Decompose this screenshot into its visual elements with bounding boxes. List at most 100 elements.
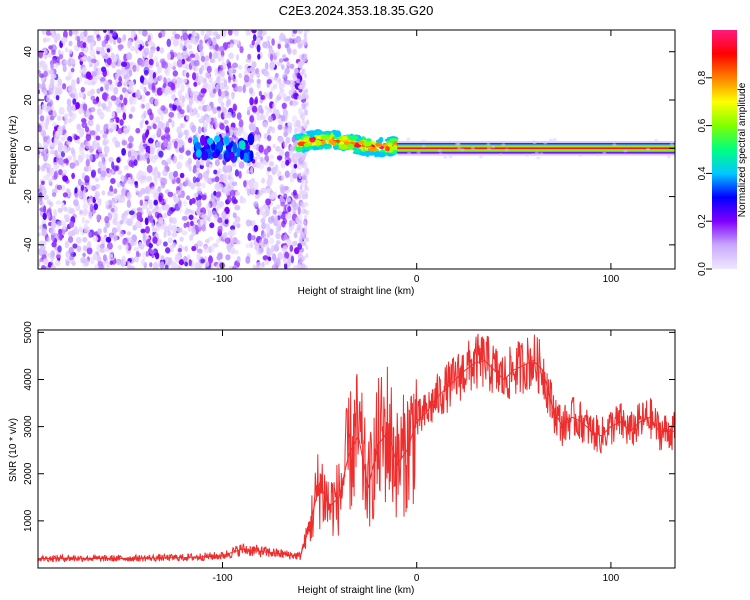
heatmap-cell	[139, 75, 145, 84]
heatmap-cell	[421, 144, 426, 148]
heatmap-cell	[654, 139, 659, 143]
heatmap-cell	[246, 169, 250, 175]
heatmap-cell	[276, 155, 283, 161]
heatmap-cell	[227, 170, 233, 177]
heatmap-cell	[117, 170, 123, 175]
heatmap-cell	[305, 101, 309, 107]
heatmap-cell	[115, 97, 120, 105]
heatmap-cell	[236, 223, 241, 229]
heatmap-cell	[51, 33, 56, 39]
heatmap-cell	[309, 138, 316, 143]
heatmap-cell	[160, 105, 166, 112]
heatmap-cell	[377, 138, 383, 144]
heatmap-cell	[250, 187, 256, 195]
snr-line-chart: -100 0 100 1000 2000 3000 4000 5000 Height of s…	[8, 321, 676, 596]
heatmap-cell	[228, 67, 233, 75]
heatmap-cell	[280, 64, 285, 70]
heatmap-cell	[308, 130, 317, 136]
heatmap-cell	[213, 117, 217, 124]
heatmap-cell	[123, 127, 129, 133]
heatmap-cell	[271, 264, 277, 269]
heatmap-cell	[225, 254, 231, 261]
heatmap-cell	[84, 141, 91, 150]
heatmap-cell	[275, 113, 280, 119]
heatmap-cell	[406, 137, 411, 141]
heatmap-cell	[117, 244, 123, 250]
heatmap-cell	[83, 246, 88, 251]
heatmap-cell	[78, 52, 85, 57]
heatmap-cell	[70, 58, 76, 65]
heatmap-cell	[578, 153, 583, 157]
heatmap-cell	[160, 182, 166, 189]
heatmap-cell	[144, 200, 149, 206]
heatmap-cell	[172, 155, 178, 164]
heatmap-cell	[271, 215, 275, 222]
heatmap-cell	[54, 260, 61, 267]
heatmap-cell	[273, 243, 279, 252]
heatmap-cell	[269, 228, 274, 236]
heatmap-cell	[93, 203, 99, 211]
heatmap-cell	[56, 115, 62, 121]
heatmap-cell	[56, 221, 61, 228]
heatmap-cell	[248, 87, 254, 94]
heatmap-cell	[163, 241, 168, 247]
heatmap-cell	[47, 212, 51, 219]
heatmap-cell	[153, 192, 159, 199]
heatmap-cell	[291, 136, 296, 143]
heatmap-cell	[269, 91, 273, 100]
heatmap-cell	[81, 216, 86, 224]
heatmap-cell	[127, 136, 134, 143]
heatmap-cell	[139, 243, 145, 250]
heatmap-cell	[164, 69, 170, 76]
snr-line-axes: -100 0 100 1000 2000 3000 4000 5000	[23, 321, 676, 584]
heatmap-cell	[253, 201, 259, 208]
heatmap-cell	[134, 40, 141, 49]
heatmap-cell	[168, 216, 173, 224]
heatmap-cell	[119, 94, 124, 101]
heatmap-cell	[283, 257, 288, 265]
heatmap-cell	[249, 150, 254, 162]
heatmap-cell	[201, 150, 209, 161]
heatmap-cell	[153, 261, 159, 269]
heatmap-cell	[292, 202, 299, 211]
heatmap-cell	[232, 212, 237, 219]
heatmap-cell	[150, 134, 157, 140]
heatmap-cell	[289, 145, 296, 152]
heatmap-cell	[207, 83, 212, 92]
heatmap-cell	[41, 30, 47, 35]
heatmap-cell	[136, 214, 143, 221]
heatmap-cell	[289, 244, 294, 252]
heatmap-cell	[192, 107, 197, 116]
heatmap-cell	[39, 183, 43, 192]
heatmap-cell	[81, 118, 87, 124]
heatmap-cell	[285, 211, 292, 220]
heatmap-cell	[67, 71, 73, 80]
heatmap-cell	[177, 200, 182, 208]
heatmap-cell	[104, 200, 110, 206]
heatmap-cell	[243, 74, 250, 83]
heatmap-cell	[46, 115, 50, 121]
heatmap-cell	[232, 237, 238, 243]
heatmap-cell	[174, 82, 180, 89]
heatmap-cell	[256, 153, 261, 159]
heatmap-cell	[245, 143, 250, 151]
heatmap-cell	[112, 217, 118, 225]
heatmap-cell	[153, 175, 158, 181]
heatmap-cell	[301, 155, 305, 161]
heatmap-cell	[140, 85, 145, 90]
heatmap-cell	[204, 71, 211, 79]
heatmap-cell	[72, 243, 78, 249]
heatmap-cell	[50, 250, 55, 258]
heatmap-cell	[205, 238, 210, 244]
heatmap-cell	[94, 264, 99, 269]
heatmap-cell	[38, 247, 44, 256]
heatmap-cell	[73, 155, 77, 164]
heatmap-cell	[87, 74, 93, 81]
heatmap-cell	[141, 175, 147, 181]
heatmap-cell	[108, 168, 115, 175]
heatmap-cell	[48, 45, 53, 50]
heatmap-cell	[96, 67, 101, 76]
heatmap-cell	[95, 74, 102, 80]
heatmap-cell	[252, 181, 259, 190]
heatmap-cell	[135, 186, 140, 193]
